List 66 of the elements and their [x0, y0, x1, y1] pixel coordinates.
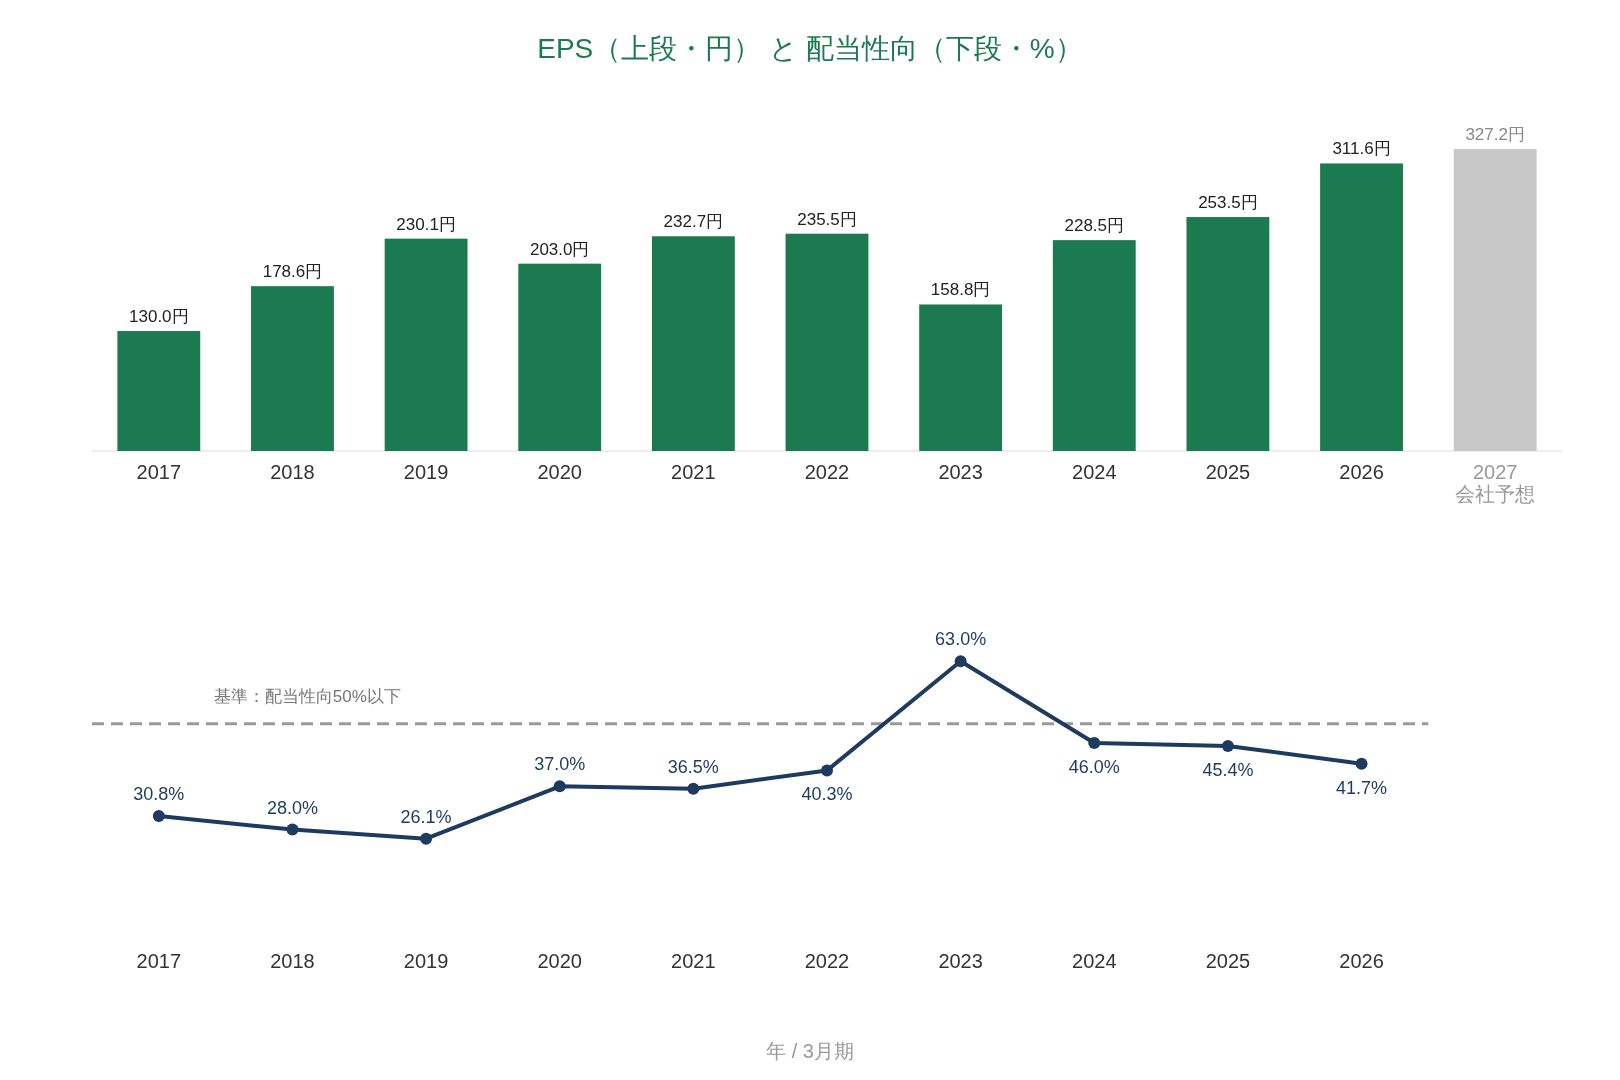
data-label: 37.0%	[534, 754, 586, 775]
bar	[1186, 217, 1270, 451]
data-label: 28.0%	[266, 797, 318, 818]
data-label: 46.0%	[1068, 757, 1120, 778]
bar	[518, 263, 602, 451]
bar	[651, 236, 735, 451]
data-label: 130.0円	[129, 307, 189, 327]
data-label: 36.5%	[667, 756, 719, 777]
data-label: 203.0円	[529, 239, 590, 259]
x-tick-label: 2022	[804, 950, 850, 972]
bar	[1320, 163, 1403, 451]
data-label: 311.6円	[1332, 139, 1391, 159]
bar	[1453, 149, 1537, 451]
data-label: 26.1%	[400, 806, 452, 827]
data-label: 327.2円	[1465, 125, 1525, 145]
chart-title: EPS（上段・円） と 配当性向（下段・%）	[537, 33, 1083, 64]
x-tick-label: 2021	[671, 461, 716, 483]
bar	[251, 286, 334, 451]
data-label: 253.5円	[1198, 193, 1258, 213]
x-tick-label: 2020	[537, 461, 582, 483]
x-tick-label: 2022	[804, 461, 850, 483]
x-tick-label: 2026	[1339, 461, 1384, 483]
data-label: 45.4%	[1202, 759, 1254, 780]
x-tick-label: 2023	[938, 950, 983, 972]
x-axis-title: 年 / 3月期	[766, 1040, 854, 1062]
x-tick-label: 2018	[270, 461, 315, 483]
point	[821, 764, 833, 777]
data-label: 235.5円	[797, 209, 857, 229]
bar	[1052, 240, 1136, 451]
point	[687, 782, 700, 795]
data-label: 232.7円	[663, 212, 724, 232]
data-label: 30.8%	[133, 784, 185, 805]
x-tick-label: 2024	[1072, 461, 1117, 483]
ref-line-label: 基準：配当性向50%以下	[213, 686, 401, 706]
point	[1088, 737, 1101, 750]
x-tick-label: 2023	[938, 461, 983, 483]
bar	[785, 233, 869, 451]
data-label: 178.6円	[262, 262, 323, 282]
x-tick-label: 2024	[1072, 950, 1117, 972]
x-tick-label: 2020	[537, 950, 582, 972]
x-tick-label: 2025	[1205, 950, 1251, 972]
point	[286, 823, 299, 836]
x-tick-label: 2027 会社予想	[1455, 461, 1536, 505]
x-tick-label: 2017	[136, 950, 182, 972]
bar	[384, 238, 468, 451]
data-label: 158.8円	[930, 280, 991, 300]
x-tick-label: 2026	[1339, 950, 1384, 972]
data-label: 230.1円	[396, 214, 456, 234]
x-tick-label: 2019	[403, 461, 449, 483]
x-tick-label: 2021	[671, 950, 716, 972]
x-tick-label: 2025	[1205, 461, 1251, 483]
bar	[117, 331, 201, 451]
point	[152, 810, 165, 823]
bar	[919, 304, 1003, 451]
x-tick-label: 2018	[270, 950, 315, 972]
point	[553, 780, 566, 793]
point	[954, 655, 967, 668]
data-label: 40.3%	[801, 784, 853, 805]
point	[420, 832, 433, 845]
point	[1355, 757, 1368, 770]
x-tick-label: 2017	[136, 461, 182, 483]
data-label: 63.0%	[935, 629, 987, 650]
point	[1221, 739, 1234, 752]
data-label: 41.7%	[1336, 777, 1388, 798]
data-label: 228.5円	[1064, 216, 1125, 236]
x-tick-label: 2019	[403, 950, 449, 972]
